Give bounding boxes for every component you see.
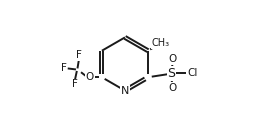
Text: F: F — [76, 50, 82, 60]
Text: Cl: Cl — [187, 68, 197, 78]
Text: N: N — [121, 86, 129, 96]
Text: S: S — [167, 67, 176, 80]
Text: O: O — [168, 83, 176, 93]
Text: O: O — [168, 54, 177, 64]
Text: O: O — [86, 72, 94, 82]
Text: F: F — [61, 63, 67, 73]
Text: F: F — [72, 79, 78, 89]
Text: CH₃: CH₃ — [152, 38, 170, 48]
